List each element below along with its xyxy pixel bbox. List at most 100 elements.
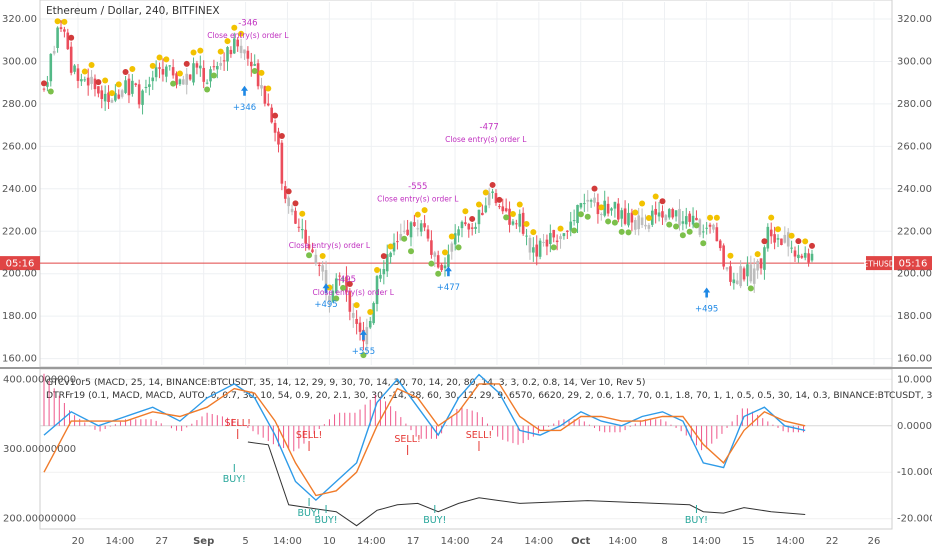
price-axis-right[interactable]: 320.00 300.00 280.00 260.00 240.00 220.00 200.… [897,14,932,365]
candle-body [630,212,634,223]
candle-body [803,252,807,258]
signal-dot-yellow [299,210,306,217]
price-tick-label-right: 240.00 [897,184,932,195]
candle-body [545,239,549,247]
time-tick-label: 14:00 [692,536,721,547]
sell-signal-label: SELL! [296,430,322,441]
candle-body [246,50,250,59]
indicator-1-label[interactable]: GTCv10r5 (MACD, 25, 14, BINANCE:BTCUSDT,… [46,377,645,388]
candle-body [701,231,705,233]
time-tick-label: 14:00 [357,536,386,547]
candle-body [780,238,783,246]
candle-body [746,264,749,277]
candle-body [436,255,440,268]
candle-body [525,235,528,237]
signal-dot-yellow [61,18,68,25]
indicator-2-label[interactable]: DTRFr19 (0.1, MACD, MACD, AUTO, 0, 0.7, … [46,390,932,401]
signal-dot-red [489,181,496,188]
candle-body [154,67,158,78]
signal-dot-yellow [387,243,394,250]
buy-signal-label: BUY! [298,508,321,519]
candle-body [216,65,219,70]
signal-dot-yellow [775,226,782,233]
candle-body [535,244,539,257]
candle-body [69,46,73,73]
candle-body [46,82,49,87]
candle-body [555,240,559,243]
time-tick-label: 26 [868,536,881,547]
candle-body [52,50,56,54]
candle-body [307,244,311,249]
trade-loss-label: -495 [337,275,356,285]
signal-dot-yellow [414,211,421,218]
price-tick-label-left: 180.00 [2,311,37,322]
symbol-tag-text: ETHUSD [864,260,895,269]
signal-dot-red [591,185,598,192]
candle-body [66,32,70,50]
signal-dot-green [401,235,408,242]
candle-body [579,203,583,208]
candle-body [144,86,148,89]
trade-profit-label: +495 [314,300,337,310]
candle-body [83,79,87,81]
candle-body [63,29,66,32]
candle-body [569,221,573,231]
candle-body [192,63,195,83]
candle-body [76,68,80,81]
oscillator-axis-left[interactable]: 400.00000000 300.00000000 200.00000000 [3,374,76,524]
time-tick-label: 14:00 [441,536,470,547]
price-axis-left[interactable]: 320.00 300.00 280.00 260.00 240.00 220.00 200.… [2,14,37,365]
candle-body [674,210,678,217]
signal-dot-yellow [108,90,115,97]
time-axis[interactable]: 20 14:00 27 Sep 5 14:00 10 14:00 17 14:00 24 14:00 O… [72,536,881,547]
signal-dot-yellow [224,38,231,45]
signal-dot-yellow [129,66,136,73]
candle-body [277,131,280,145]
price-tag-right [894,256,932,271]
candle-body [460,221,464,229]
signal-dot-red [68,34,75,41]
oscillator-signals: SELL!SELL! SELL! SELL!BUY!BUY!BUY! BUY! BUY! [223,418,708,526]
signal-dot-yellow [190,49,197,56]
signal-dot-yellow [448,233,455,240]
sell-signal-label: SELL! [394,434,420,445]
candle-body [270,107,273,123]
candle-body [273,122,277,133]
signal-dot-yellow [516,201,523,208]
signal-dot-yellow [156,54,163,61]
symbol-tag [866,256,892,271]
close-order-label: Close entry(s) order L [289,241,371,250]
time-tick-label: 14:00 [608,536,637,547]
signal-dot-yellow [197,47,204,54]
price-tick-label-left: 320.00 [2,14,37,25]
oscillator-axis-right[interactable]: 10.00000000 0.00000000 -10.00000000 -20.000… [897,374,932,524]
candle-body [294,210,297,224]
trade-loss-label: -555 [408,182,427,192]
candle-body [351,312,355,318]
signal-dot-yellow [258,69,265,76]
candle-body [110,99,114,103]
candle-body [317,264,321,267]
time-tick-label: 14:00 [105,536,134,547]
candle-body [178,79,182,85]
candle-body [236,39,239,47]
price-tick-label-left: 220.00 [2,226,37,237]
candle-body [280,142,284,184]
candle-body [283,186,287,199]
buy-signal-label: BUY! [223,474,246,485]
candle-body [732,279,736,284]
close-order-label: Close entry(s) order L [377,195,459,204]
candle-body [810,253,814,261]
signal-dot-red [278,133,285,140]
signal-dot-yellow [163,56,170,63]
candle-body [151,77,155,82]
candle-body [640,217,644,225]
time-tick-label: 14:00 [524,536,553,547]
price-tick-label-left: 260.00 [2,141,37,152]
candle-body [158,67,161,69]
price-tag-left-text: 05:16 [6,259,35,270]
candle-body [650,210,654,225]
candle-body [739,266,742,287]
candle-body [627,212,630,226]
